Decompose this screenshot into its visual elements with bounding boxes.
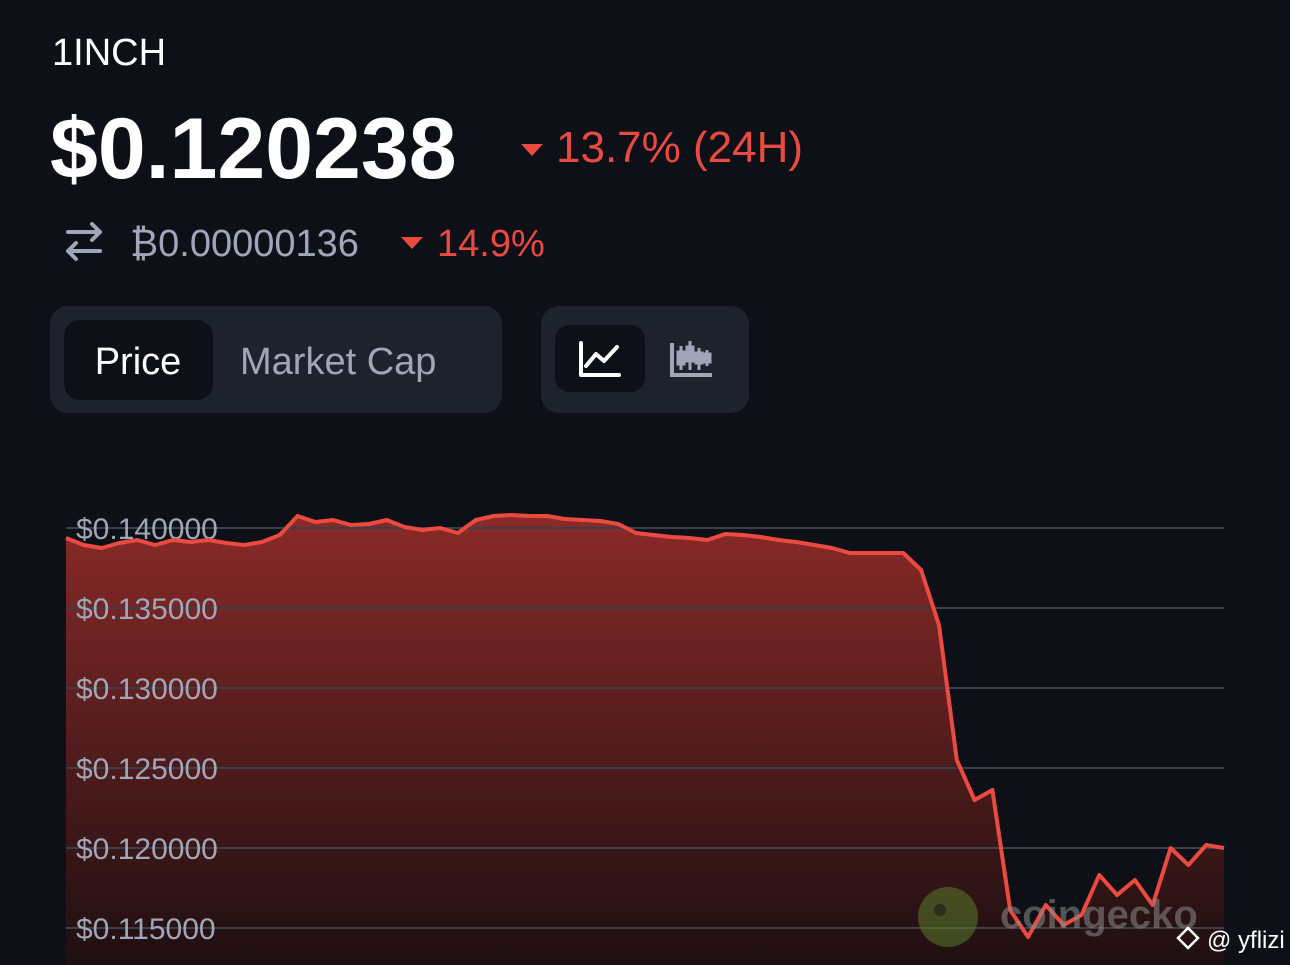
tab-active[interactable] xyxy=(64,320,213,400)
btc-change: 14.9% xyxy=(437,223,545,265)
price-change: 13.7% (24H) xyxy=(556,123,803,172)
y-tick-label: $0.130000 xyxy=(76,673,218,706)
price: $0.120238 xyxy=(50,101,457,197)
y-tick-label: $0.120000 xyxy=(76,833,218,866)
price-chart: $0.140000$0.135000$0.130000$0.125000$0.1… xyxy=(65,513,1225,965)
candle-icon[interactable] xyxy=(670,341,712,377)
area-fill xyxy=(66,515,1224,965)
y-tick-label: $0.125000 xyxy=(76,753,218,786)
swap-icon xyxy=(66,222,102,261)
btc-price: ₿0.00000136 xyxy=(130,223,359,265)
watermark-brand: coingecko xyxy=(1000,893,1198,937)
down-arrow xyxy=(521,144,543,156)
y-tick-label: $0.115000 xyxy=(76,913,216,946)
line-icon xyxy=(579,341,621,377)
gecko-logo xyxy=(918,887,978,947)
gecko-eye xyxy=(934,904,946,916)
tab-market-cap[interactable]: Market Cap xyxy=(240,341,436,383)
price-line xyxy=(65,513,1225,939)
down-arrow xyxy=(401,237,423,249)
y-tick-label: $0.135000 xyxy=(76,593,218,626)
handle-icon xyxy=(1176,926,1200,950)
watermark-handle: @ yflizi xyxy=(1207,927,1285,954)
tab-price[interactable]: Price xyxy=(95,341,182,383)
coin-symbol: 1INCH xyxy=(52,32,166,74)
